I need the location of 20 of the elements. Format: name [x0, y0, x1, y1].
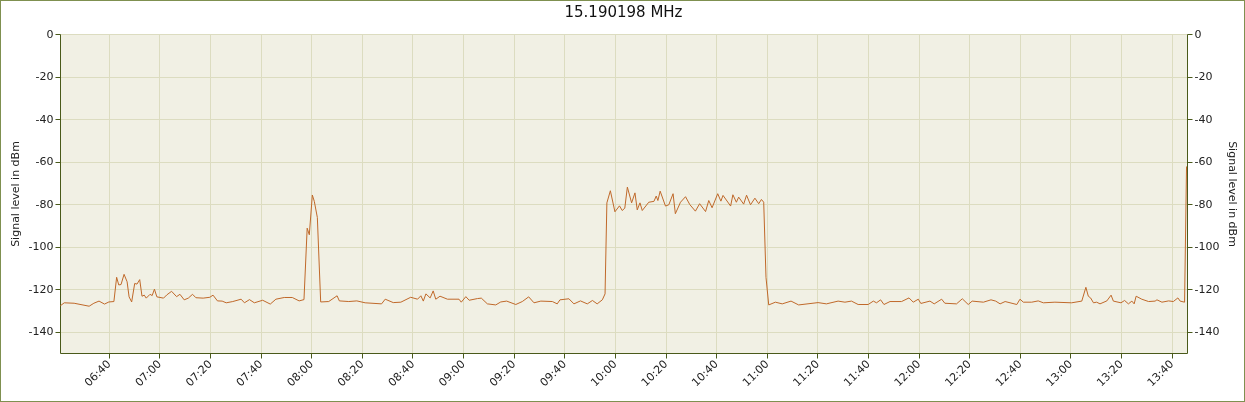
y-tick-label: -40: [35, 112, 54, 126]
y2-tick-label: -60: [1194, 155, 1213, 169]
y-tick-label: -140: [28, 325, 54, 339]
y-axis-title: Signal level in dBm: [8, 141, 22, 247]
y2-tick-label: -140: [1194, 325, 1220, 339]
y-tick-label: -80: [35, 197, 54, 211]
line-series: [59, 165, 1188, 307]
chart-title: 15.190198 MHz: [564, 3, 683, 21]
y-tick-label: -60: [35, 155, 54, 169]
y-tick-label: 0: [46, 27, 54, 41]
y2-axis-title: Signal level in dBm: [1226, 141, 1240, 247]
y2-tick-label: -80: [1194, 197, 1213, 211]
y2-tick-label: -120: [1194, 282, 1220, 296]
y-tick-label: -100: [28, 240, 54, 254]
y-tick-label: -20: [35, 70, 54, 84]
y2-tick-label: -100: [1194, 240, 1220, 254]
y2-tick-label: 0: [1194, 27, 1202, 41]
y-tick-label: -120: [28, 282, 54, 296]
y2-tick-label: -20: [1194, 70, 1213, 84]
y2-tick-label: -40: [1194, 112, 1213, 126]
